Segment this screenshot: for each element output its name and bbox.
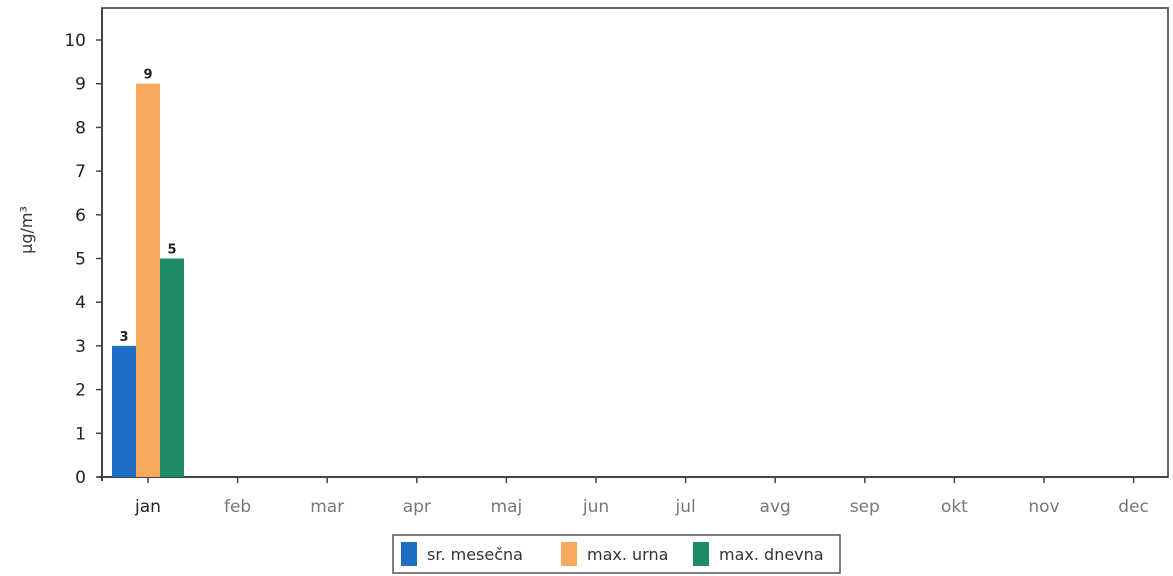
x-tick-label: maj [491, 497, 523, 517]
y-ticks: 0 1 2 3 4 5 6 7 8 9 10 [64, 31, 102, 488]
y-axis-label: µg/m³ [17, 206, 36, 254]
legend-box [392, 534, 841, 574]
legend-label: max. dnevna [719, 545, 824, 564]
bars [112, 83, 184, 477]
data-label: 9 [143, 68, 152, 83]
x-tick-label: okt [941, 497, 968, 517]
data-label: 5 [167, 243, 176, 258]
y-tick-label: 3 [75, 337, 86, 357]
y-tick-label: 5 [75, 250, 86, 270]
legend-swatch [561, 542, 577, 566]
y-tick-label: 8 [75, 118, 86, 138]
data-label: 3 [119, 330, 128, 345]
y-tick-label: 9 [75, 75, 86, 95]
x-tick-label: avg [760, 497, 791, 517]
data-labels: 3 9 5 [119, 68, 176, 345]
x-tick-label: feb [224, 497, 251, 517]
legend-label: max. urna [587, 545, 668, 564]
legend-swatch [401, 542, 417, 566]
x-tick-label: mar [310, 497, 344, 517]
bar [136, 83, 160, 477]
legend-swatch [693, 542, 709, 566]
y-tick-label: 4 [75, 293, 86, 313]
y-tick-label: 10 [64, 31, 86, 51]
plot-frame [101, 7, 1169, 478]
legend: sr. mesečna max. urna max. dnevna [392, 534, 841, 574]
x-tick-label: sep [850, 497, 880, 517]
y-tick-label: 2 [75, 381, 86, 401]
x-tick-label: apr [403, 497, 431, 517]
bar [112, 345, 136, 477]
x-tick-label: jun [582, 497, 609, 517]
x-tick-label: jan [134, 497, 161, 517]
y-tick-label: 6 [75, 206, 86, 226]
y-tick-label: 1 [75, 424, 86, 444]
x-tick-label: jul [674, 497, 695, 517]
bar [160, 258, 184, 477]
x-ticks: jan feb mar apr maj jun jul avg sep okt nov dec [134, 477, 1149, 517]
x-tick-label: dec [1118, 497, 1149, 517]
x-tick-label: nov [1028, 497, 1059, 517]
y-tick-label: 7 [75, 162, 86, 182]
legend-label: sr. mesečna [427, 545, 523, 564]
y-tick-label: 0 [75, 468, 86, 488]
